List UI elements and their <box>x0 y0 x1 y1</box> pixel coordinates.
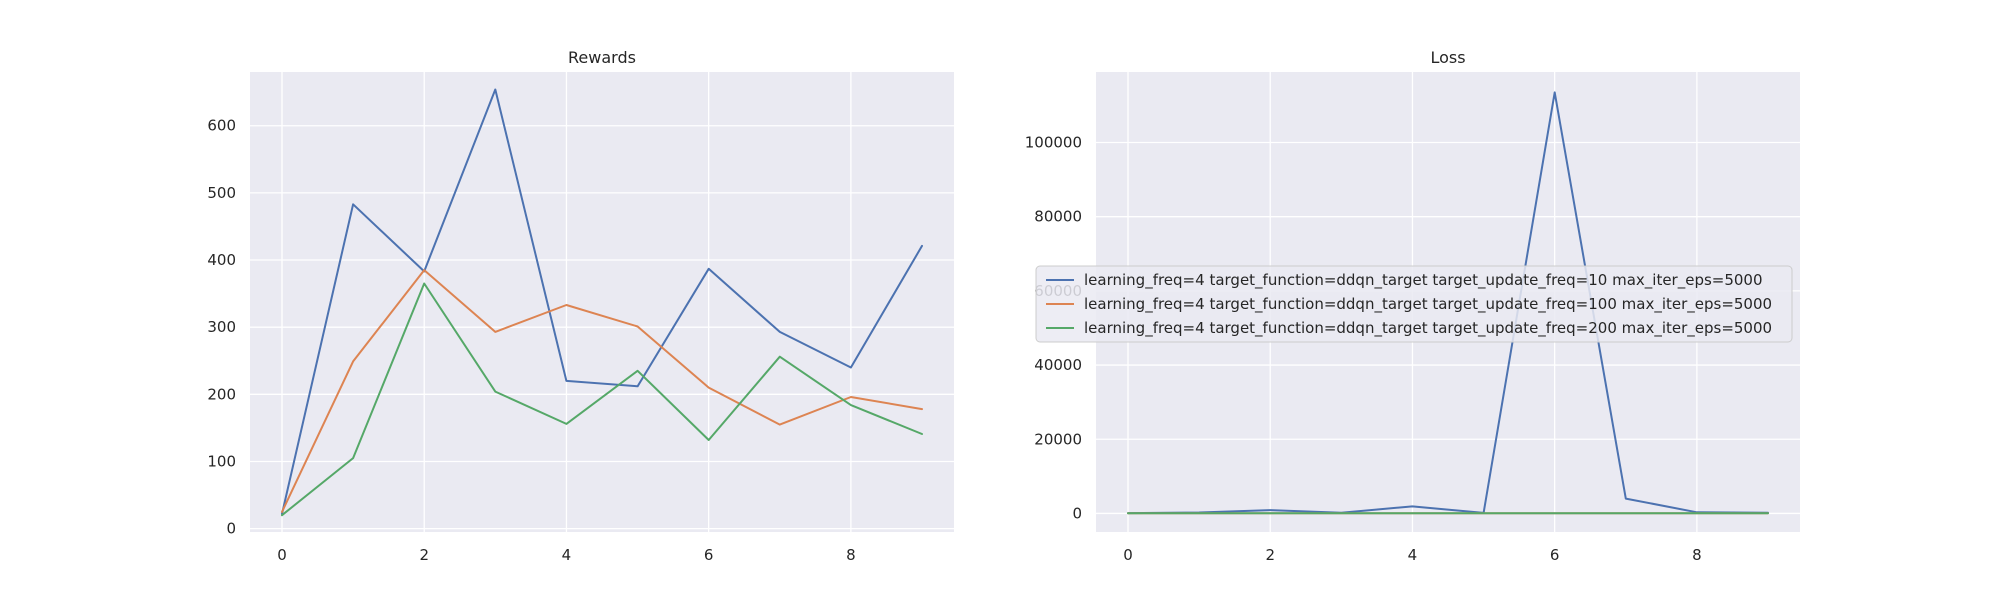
rewards-y-tick-label: 500 <box>207 184 236 202</box>
legend-frame <box>1035 265 1793 343</box>
rewards-series-line-0 <box>281 88 923 515</box>
loss-x-tick-label: 2 <box>1265 546 1275 564</box>
loss-y-tick-label: 0 <box>1072 504 1082 522</box>
loss-series-group <box>1127 91 1769 515</box>
rewards-series-line-2 <box>281 282 923 517</box>
rewards-x-tick-label: 6 <box>704 546 714 564</box>
rewards-y-tick-label: 300 <box>207 318 236 336</box>
rewards-x-tick-label: 4 <box>562 546 572 564</box>
loss-title: Loss <box>1430 48 1465 67</box>
loss-x-tick-label: 4 <box>1408 546 1418 564</box>
legend-label-2: learning_freq=4 target_function=ddqn_tar… <box>1084 319 1772 338</box>
loss-chart: 02468020000400006000080000100000 Loss le… <box>1025 48 1800 564</box>
rewards-chart: 0 2 4 6 8 0 100 200 300 400 500 600 Rewards <box>207 48 954 564</box>
loss-series-line-0 <box>1127 91 1769 515</box>
rewards-plot-area <box>250 72 954 532</box>
rewards-y-tick-label: 600 <box>207 117 236 135</box>
loss-y-tick-label: 40000 <box>1034 356 1082 374</box>
legend-label-0: learning_freq=4 target_function=ddqn_tar… <box>1084 271 1763 290</box>
legend-label-1: learning_freq=4 target_function=ddqn_tar… <box>1084 295 1772 314</box>
rewards-x-tick-label: 8 <box>846 546 856 564</box>
rewards-y-tick-label: 200 <box>207 385 236 403</box>
loss-y-tick-label: 20000 <box>1034 430 1082 448</box>
loss-x-tick-label: 0 <box>1123 546 1133 564</box>
loss-legend: learning_freq=4 target_function=ddqn_tar… <box>1035 265 1793 343</box>
loss-x-tick-label: 8 <box>1692 546 1702 564</box>
rewards-series-line-1 <box>281 269 923 513</box>
rewards-x-tick-label: 0 <box>277 546 287 564</box>
rewards-y-tick-label: 0 <box>226 520 236 538</box>
rewards-y-tick-label: 400 <box>207 251 236 269</box>
rewards-grid <box>250 72 954 532</box>
rewards-x-tick-label: 2 <box>419 546 429 564</box>
rewards-title: Rewards <box>568 48 636 67</box>
rewards-series-group <box>281 88 923 517</box>
loss-y-tick-label: 100000 <box>1025 133 1082 151</box>
loss-y-tick-label: 80000 <box>1034 208 1082 226</box>
rewards-tick-labels: 0 2 4 6 8 0 100 200 300 400 500 600 <box>207 117 855 564</box>
rewards-y-tick-label: 100 <box>207 452 236 470</box>
loss-x-tick-label: 6 <box>1550 546 1560 564</box>
